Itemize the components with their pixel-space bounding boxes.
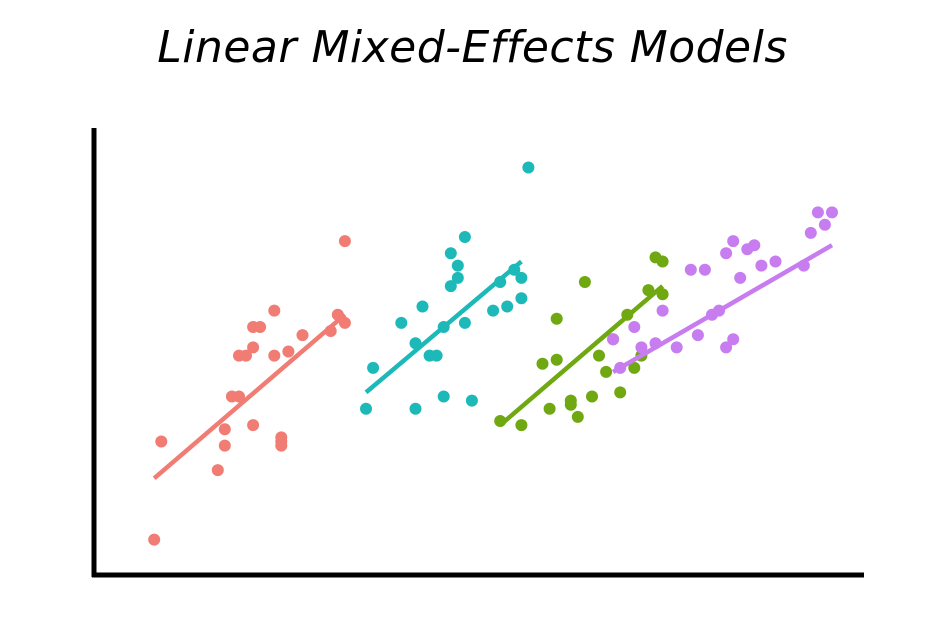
data-point (734, 271, 747, 284)
series-4 (607, 206, 838, 374)
data-point (409, 402, 422, 415)
data-point (720, 247, 733, 260)
data-point (811, 206, 824, 219)
data-point (360, 402, 372, 415)
data-point (571, 410, 584, 423)
data-point (656, 304, 669, 317)
data-point (148, 533, 161, 546)
data-point (727, 333, 740, 346)
series-1 (148, 235, 351, 546)
data-point (211, 464, 224, 477)
data-point (465, 394, 478, 407)
data-point (522, 161, 535, 174)
data-point (268, 304, 281, 317)
data-point (614, 386, 627, 399)
data-point (367, 361, 380, 374)
data-point (282, 345, 295, 358)
data-point (578, 276, 591, 288)
data-point (755, 259, 768, 272)
data-point (501, 300, 514, 313)
fit-line (611, 243, 834, 374)
data-point (628, 361, 641, 374)
data-point (720, 341, 733, 354)
data-point (769, 255, 782, 268)
series-2 (360, 161, 535, 415)
data-point (458, 231, 471, 243)
data-point (656, 255, 669, 268)
data-point (515, 292, 528, 305)
data-point (818, 218, 831, 231)
data-point (826, 206, 838, 219)
data-point (543, 402, 556, 415)
chart-title: Linear Mixed-Effects Models (157, 22, 788, 73)
data-point (416, 300, 429, 313)
data-point (586, 390, 598, 403)
data-point (607, 333, 620, 346)
fit-line (498, 284, 665, 427)
data-point (593, 349, 605, 362)
data-point (254, 321, 267, 333)
data-point (437, 390, 450, 403)
data-point (691, 329, 704, 342)
data-point (600, 365, 613, 378)
data-point (268, 349, 281, 362)
data-point (536, 357, 549, 370)
data-point (698, 263, 711, 276)
data-point (155, 435, 168, 448)
data-point (240, 349, 252, 362)
data-point (233, 390, 245, 403)
data-point (395, 316, 408, 329)
data-point (296, 329, 309, 342)
data-point (218, 439, 231, 452)
data-point (247, 341, 260, 354)
data-point (247, 419, 260, 432)
data-point (451, 271, 464, 284)
plot-marks (148, 161, 838, 546)
data-point (515, 419, 528, 432)
data-point (684, 263, 697, 276)
data-point (550, 353, 563, 366)
data-point (628, 321, 641, 333)
data-point (487, 304, 500, 317)
fit-line (152, 312, 347, 481)
data-point (635, 341, 648, 354)
data-point (748, 239, 761, 252)
data-point (804, 226, 817, 239)
data-point (444, 280, 457, 293)
data-point (515, 271, 528, 284)
fit-line (364, 259, 523, 395)
data-point (550, 312, 563, 325)
data-point (444, 247, 457, 260)
series-3 (494, 251, 669, 432)
data-point (451, 259, 464, 272)
data-point (218, 423, 231, 436)
data-point (430, 349, 443, 362)
data-point (458, 316, 471, 329)
data-point (564, 394, 577, 407)
data-point (275, 431, 288, 444)
data-point (670, 341, 683, 354)
data-point (338, 235, 351, 248)
data-point (727, 235, 740, 248)
